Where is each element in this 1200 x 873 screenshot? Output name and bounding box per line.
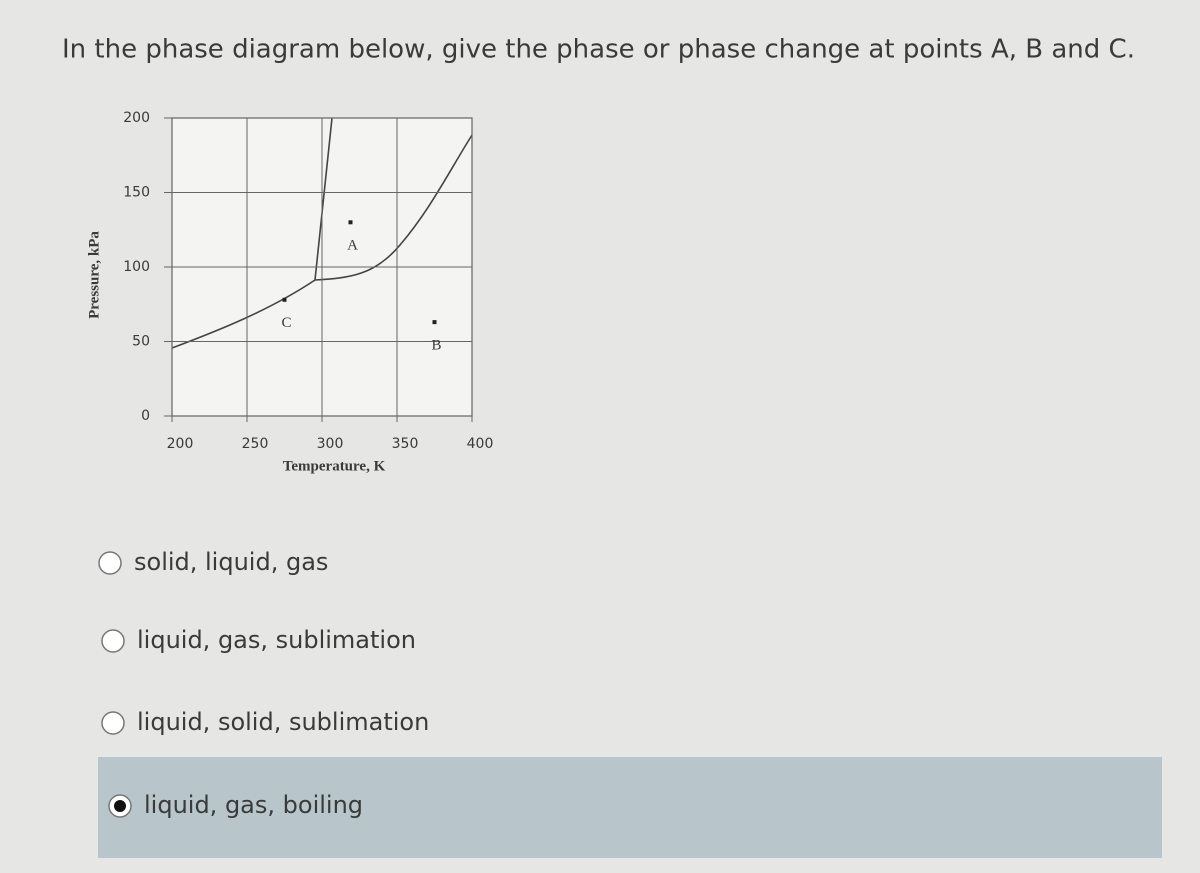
y-tick-label: 150 bbox=[123, 185, 150, 201]
option-text[interactable]: liquid, gas, boiling bbox=[144, 791, 363, 819]
point-label: C bbox=[281, 315, 291, 331]
question-text: In the phase diagram below, give the pha… bbox=[62, 35, 1135, 65]
radio-dot bbox=[114, 800, 126, 812]
y-tick-label: 50 bbox=[132, 334, 150, 350]
point-marker bbox=[348, 220, 353, 225]
y-axis-label: Pressure, kPa bbox=[86, 231, 102, 319]
radio-button[interactable] bbox=[98, 551, 122, 575]
radio-button[interactable] bbox=[101, 711, 125, 735]
point-marker bbox=[432, 320, 437, 325]
option-text[interactable]: solid, liquid, gas bbox=[134, 548, 328, 576]
y-tick-label: 0 bbox=[141, 408, 150, 424]
point-marker bbox=[282, 297, 287, 302]
boiling-curve bbox=[314, 134, 473, 281]
x-tick-label: 350 bbox=[392, 436, 419, 452]
x-axis-label: Temperature, K bbox=[283, 458, 386, 474]
x-tick-label: 400 bbox=[467, 436, 494, 452]
y-tick-label: 200 bbox=[123, 110, 150, 126]
option-text[interactable]: liquid, gas, sublimation bbox=[137, 626, 416, 654]
point-label: A bbox=[347, 238, 358, 254]
x-tick-label: 250 bbox=[242, 436, 269, 452]
option-text[interactable]: liquid, solid, sublimation bbox=[137, 708, 429, 736]
x-tick-label: 300 bbox=[317, 436, 344, 452]
x-tick-label: 200 bbox=[167, 436, 194, 452]
point-label: B bbox=[431, 338, 441, 354]
selected-highlight bbox=[98, 757, 1162, 858]
melting-curve bbox=[314, 117, 333, 281]
y-tick-label: 100 bbox=[123, 259, 150, 275]
radio-button[interactable] bbox=[101, 629, 125, 653]
